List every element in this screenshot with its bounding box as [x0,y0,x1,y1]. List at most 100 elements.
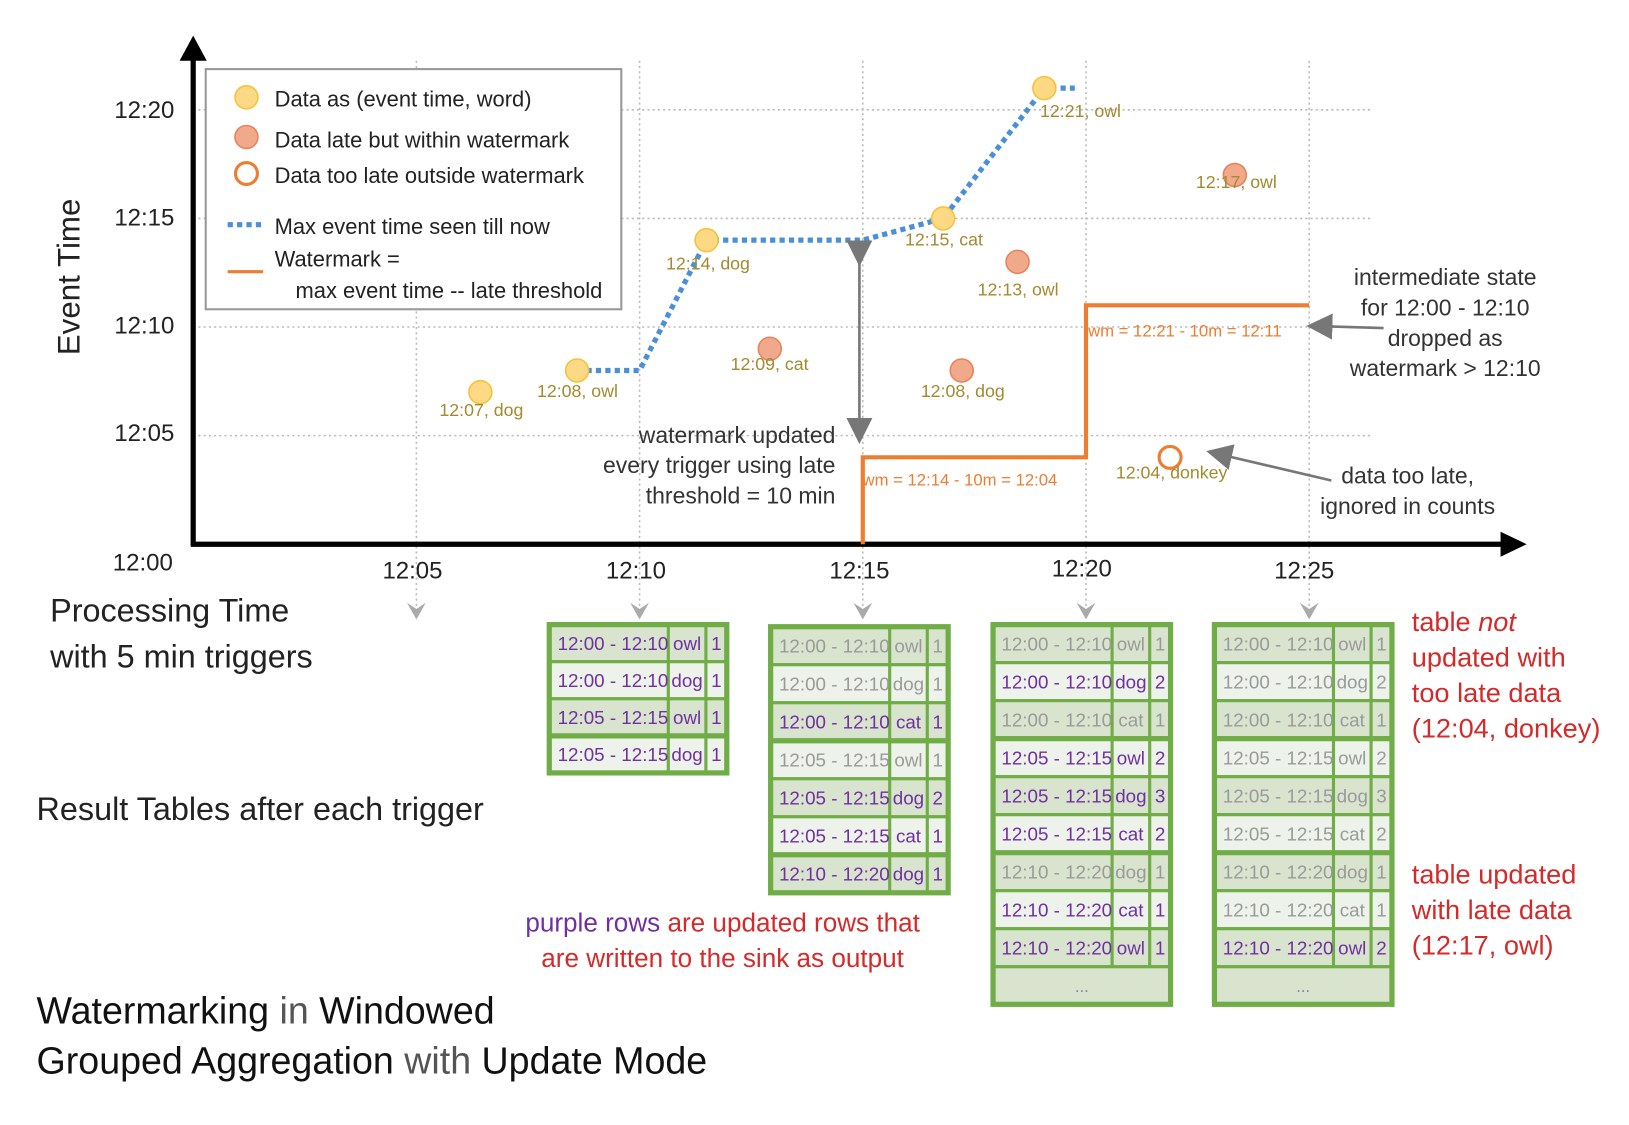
window-cell: 12:05 - 12:15 [1223,823,1334,844]
not-updated-note: too late data [1412,677,1562,708]
result-tables-label: Result Tables after each trigger [37,791,485,827]
legend-item: Max event time seen till now [275,214,550,239]
window-cell: 12:05 - 12:15 [1001,747,1112,768]
word-cell: owl [894,750,922,771]
data-point-late [1005,249,1030,275]
count-cell: 1 [932,864,942,885]
window-cell: 12:00 - 12:10 [1223,633,1334,654]
result-table: 12:00 - 12:10 owl 112:00 - 12:10 dog 212:00 … [1211,622,1395,1007]
word-cell: owl [894,636,922,657]
table-row: 12:10 - 12:20 owl 1 [991,927,1173,969]
count-cell: 3 [1376,785,1386,806]
count-cell: 2 [1376,938,1386,959]
count-cell: 2 [1376,747,1386,768]
purple-rows-note-line2: are written to the sink as output [541,943,904,973]
table-row: 12:05 - 12:15 cat 2 [991,813,1173,855]
table-border [768,624,951,896]
annotation-text: watermark updated [638,422,836,448]
updated-note: table updated [1412,859,1577,890]
count-cell: 1 [932,750,942,771]
count-cell: 1 [932,712,942,733]
purple-rows-note: purple rows are updated rows that [525,908,920,938]
count-cell: 1 [1376,709,1386,730]
table-row: 12:10 - 12:20 cat 1 [991,889,1173,931]
point-label: 12:13, owl [978,280,1059,300]
table-row: 12:05 - 12:15 cat 2 [1212,813,1394,855]
legend-item: Watermark = [275,246,400,271]
data-point-late [949,358,975,383]
word-cell: dog [1115,861,1146,882]
trigger-arrow-icon [853,602,873,620]
word-cell: dog [1115,785,1146,806]
trigger-arrow-icon [406,602,426,620]
word-cell: dog [1337,671,1368,692]
count-cell: 2 [1376,671,1386,692]
table-row: 12:10 - 12:20 dog 1 [769,853,950,895]
window-cell: 12:05 - 12:15 [558,744,669,765]
point-label: 12:17, owl [1196,172,1277,192]
window-cell: 12:00 - 12:10 [1001,709,1112,730]
data-point-late [1222,162,1248,188]
late-data-icon [234,124,259,150]
more-rows: ... [1212,965,1394,1006]
on-time-data-icon [234,85,259,110]
count-cell: 1 [711,670,721,691]
count-cell: 2 [1155,747,1165,768]
window-cell: 12:00 - 12:10 [1223,671,1334,692]
word-cell: cat [1340,823,1366,844]
word-cell: cat [896,712,922,733]
x-tick: 12:25 [1274,558,1334,585]
table-border [546,622,730,776]
table-border [1211,622,1395,1007]
x-tick: 12:10 [606,558,666,585]
word-cell: cat [1340,899,1366,920]
table-row: 12:05 - 12:15 owl 1 [547,697,729,738]
table-row: 12:00 - 12:10 dog 1 [547,660,729,701]
result-table: 12:00 - 12:10 owl 112:00 - 12:10 dog 112:05 … [546,622,730,776]
count-cell: 1 [1376,633,1386,654]
window-cell: 12:05 - 12:15 [1223,747,1334,768]
x-axis-arrow-icon [1500,531,1527,557]
legend-item: Data too late outside watermark [275,163,584,188]
updated-note: with late data [1411,894,1573,925]
ellipsis: ... [1075,977,1089,996]
annotation-text: every trigger using late [603,452,835,478]
count-cell: 1 [932,826,942,847]
word-cell: owl [1117,633,1145,654]
point-label: 12:14, dog [666,254,750,274]
word-cell: dog [893,674,924,695]
data-point-too-late [1157,444,1183,470]
table-row: 12:10 - 12:20 cat 1 [1212,889,1394,931]
count-cell: 1 [1376,899,1386,920]
annotation-text: threshold = 10 min [646,483,836,509]
window-cell: 12:00 - 12:10 [558,633,669,654]
annotation-text: dropped as [1388,325,1503,351]
data-point-late [757,336,783,362]
window-cell: 12:05 - 12:15 [1001,823,1112,844]
more-rows: ... [991,965,1173,1006]
window-cell: 12:10 - 12:20 [1223,899,1334,920]
data-point-on-time [930,206,956,231]
count-cell: 2 [932,788,942,809]
annotation-text: data too late, [1341,463,1474,489]
window-cell: 12:10 - 12:20 [1223,861,1334,882]
table-row: 12:00 - 12:10 cat 1 [991,699,1173,741]
word-cell: dog [893,864,924,885]
window-cell: 12:05 - 12:15 [779,788,890,809]
word-cell: cat [1118,709,1144,730]
y-axis-label: Event Time [51,199,86,356]
point-label: 12:08, owl [537,381,618,401]
window-cell: 12:05 - 12:15 [779,826,890,847]
word-cell: dog [1337,861,1368,882]
window-cell: 12:05 - 12:15 [779,750,890,771]
table-row: 12:10 - 12:20 dog 1 [991,851,1173,893]
data-point-on-time [564,358,590,383]
watermark-label: wm = 12:14 - 10m = 12:04 [862,471,1058,490]
word-cell: cat [1340,709,1366,730]
word-cell: dog [671,744,702,765]
y-tick: 12:15 [114,205,174,232]
table-row: 12:10 - 12:20 dog 1 [1212,851,1394,893]
x-tick: 12:20 [1052,556,1112,583]
word-cell: cat [1118,899,1144,920]
point-label: 12:09, cat [731,354,809,374]
